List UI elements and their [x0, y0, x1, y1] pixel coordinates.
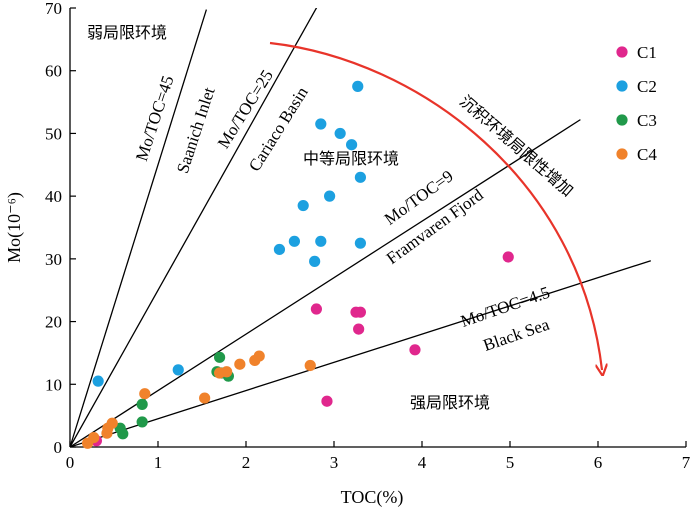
y-tick-label: 70 [45, 0, 62, 18]
series-c1 [90, 251, 514, 447]
reference-line [70, 260, 651, 447]
legend-marker [616, 114, 628, 126]
y-tick-label: 0 [54, 438, 63, 457]
data-point [172, 364, 184, 376]
x-tick-label: 7 [682, 453, 691, 472]
legend-label: C1 [637, 43, 657, 62]
x-tick-label: 4 [418, 453, 427, 472]
series-c3 [114, 351, 234, 440]
plot-area: 0 1 2 3 4 5 6 7010203040506070TOC(%)Mo(10⁻⁶)Mo/… [4, 0, 691, 508]
reference-line [70, 8, 318, 447]
data-point [502, 251, 514, 263]
data-point [310, 303, 322, 315]
y-tick-label: 40 [45, 187, 62, 206]
region-label-strong: 强局限环境 [410, 393, 490, 412]
data-point [139, 388, 151, 400]
x-tick-label: 5 [506, 453, 515, 472]
legend-label: C4 [637, 145, 657, 164]
data-point [136, 398, 148, 410]
data-point [288, 235, 300, 247]
y-axis-title: Mo(10⁻⁶) [4, 192, 25, 263]
data-point [214, 351, 226, 363]
x-tick-label: 0 [66, 453, 75, 472]
data-point [234, 358, 246, 370]
data-point [315, 235, 327, 247]
y-tick-label: 30 [45, 250, 62, 269]
data-point [315, 118, 327, 130]
x-axis-title: TOC(%) [341, 487, 404, 508]
data-point [352, 80, 364, 92]
data-point [101, 427, 113, 439]
y-tick-label: 20 [45, 313, 62, 332]
legend-label: C3 [637, 111, 657, 130]
data-point [297, 199, 309, 212]
y-tick-label: 10 [45, 375, 62, 394]
data-point [199, 392, 211, 404]
legend-label: C2 [637, 77, 657, 96]
data-point [321, 395, 333, 407]
data-point [82, 437, 94, 449]
series-c2 [92, 80, 366, 387]
basin-label-saanich: Saanich Inlet [173, 85, 219, 176]
x-tick-label: 3 [330, 453, 339, 472]
data-point [354, 171, 366, 183]
x-tick-label: 6 [594, 453, 603, 472]
data-point [136, 416, 148, 428]
data-point [334, 127, 346, 140]
data-point [353, 323, 365, 335]
legend-marker [616, 46, 628, 58]
data-point [273, 243, 286, 256]
legend: C1 C2 C3 C4 [616, 43, 657, 164]
reference-line [70, 9, 208, 447]
x-tick-label: 2 [242, 453, 251, 472]
data-point [354, 306, 366, 318]
reference-line [70, 119, 581, 447]
legend-marker [616, 148, 628, 160]
series-c4 [82, 350, 316, 449]
data-point [117, 428, 129, 440]
reference-lines [70, 8, 651, 447]
y-tick-label: 50 [45, 124, 62, 143]
data-point [354, 237, 366, 249]
region-label-weak: 弱局限环境 [87, 23, 167, 42]
data-point [253, 350, 265, 362]
data-point [409, 344, 421, 356]
data-point [309, 255, 321, 267]
ref-label-45: Mo/TOC=45 [132, 73, 177, 163]
arrow-label: 沉积环境局限性增加 [456, 91, 577, 200]
data-point [324, 190, 336, 202]
y-tick-label: 60 [45, 62, 62, 81]
x-tick-label: 1 [154, 453, 163, 472]
region-label-medium: 中等局限环境 [303, 149, 399, 168]
data-point [221, 366, 233, 378]
data-point [346, 139, 358, 151]
restriction-arrow [269, 41, 602, 370]
legend-marker [616, 80, 628, 92]
data-point [304, 359, 316, 372]
data-point [92, 375, 104, 387]
